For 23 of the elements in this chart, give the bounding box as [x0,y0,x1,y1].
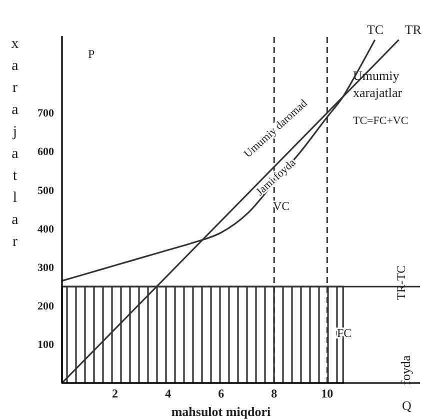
text: xarajatlar [11,36,19,250]
x-tick-label: 10 [321,386,334,401]
annotation: VC [273,199,290,213]
y-tick-label: 600 [38,146,54,158]
x-axis-title: mahsulot miqdori [171,404,272,419]
series-label: TR [404,22,422,37]
y-tick-label: 500 [38,184,54,197]
y-tick-label: 100 [38,338,54,351]
annotation: TC=FC+VC [353,115,408,127]
annotation: foyda [398,355,413,385]
y-tick-label: 300 [38,262,54,274]
y-tick-label: 400 [38,223,54,236]
x-tick-label: 8 [271,386,278,401]
x-tick-label: 2 [112,386,118,401]
x-tick-label: 6 [218,386,224,401]
y-tick-label: 200 [38,300,54,312]
annotation: P [88,47,95,61]
y-tick-label: 700 [38,108,54,120]
annotation: TR-TC [394,265,408,300]
y-axis-title: xarajatlar [353,85,403,100]
series-label: TC [366,22,384,37]
x-tick-label: 4 [165,386,172,401]
text: Q [402,398,412,413]
